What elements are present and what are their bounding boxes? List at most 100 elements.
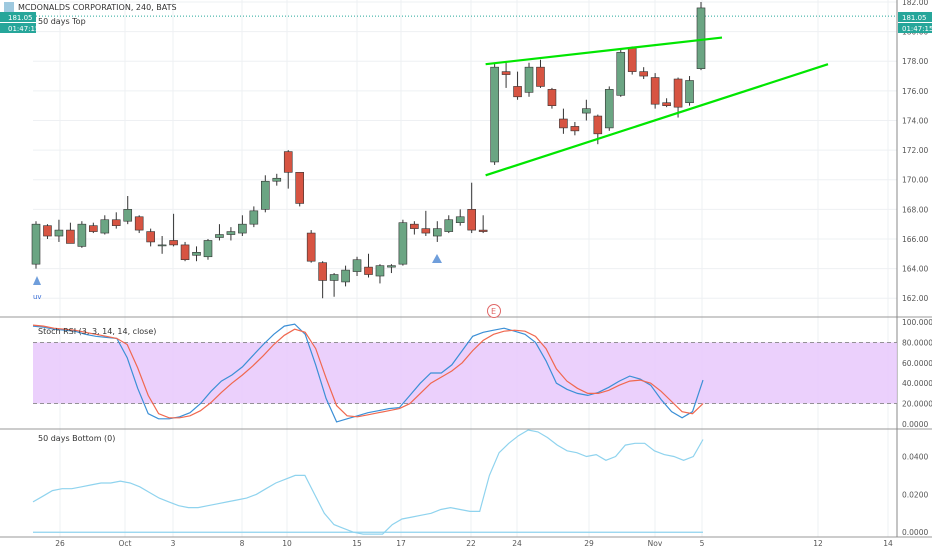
right-price-badge: [898, 12, 932, 22]
time-tick-label: 12: [813, 539, 823, 548]
candle-body: [134, 216, 144, 231]
stoch-tick-label: 60.0000: [902, 359, 932, 368]
bottom-series-line: [32, 429, 704, 535]
symbol-icon: [4, 2, 14, 12]
candle-body: [616, 52, 626, 96]
candle-body: [387, 265, 396, 268]
price-tick-label: 170.00: [902, 176, 928, 185]
candle-body: [329, 274, 339, 281]
right-time-text: 01:47:15: [902, 25, 932, 33]
candle-body: [604, 89, 614, 129]
price-tick-label: 168.00: [902, 205, 928, 214]
candle-body: [111, 219, 121, 226]
stoch-tick-label: 20.0000: [902, 400, 932, 409]
candle-body: [226, 231, 236, 235]
candle-body: [513, 86, 522, 98]
candle-body: [306, 232, 316, 262]
candle-body: [157, 244, 167, 247]
earnings-letter: E: [491, 307, 496, 316]
stoch-rsi-pane: [32, 323, 897, 423]
candle-body: [421, 228, 431, 234]
price-tick-label: 164.00: [902, 265, 928, 274]
time-tick-label: 15: [352, 539, 362, 548]
candle-body: [410, 223, 419, 229]
candle-body: [352, 259, 362, 272]
candle-body: [501, 71, 511, 75]
bottom-tick-label: 0.0400: [902, 453, 928, 462]
price-axis: 182.00180.00178.00176.00174.00172.00170.…: [902, 0, 932, 537]
time-tick-label: 17: [396, 539, 406, 548]
time-tick-label: 22: [466, 539, 476, 548]
candle-body: [467, 209, 476, 231]
stoch-d-line: [32, 324, 704, 419]
candle-body: [490, 66, 499, 163]
left-price-badge: [0, 12, 36, 22]
time-tick-label: 3: [171, 539, 176, 548]
price-tick-label: 178.00: [902, 57, 928, 66]
lower-trendline: [485, 63, 829, 177]
candle-body: [650, 77, 660, 105]
candle-body: [432, 228, 442, 237]
upper-trendline: [485, 36, 723, 66]
candle-body: [627, 47, 637, 72]
bottom-label: 50 days Bottom (0): [38, 434, 115, 443]
candle-body: [180, 244, 190, 261]
candle-body: [673, 78, 683, 108]
price-tick-label: 172.00: [902, 146, 928, 155]
candle-body: [100, 219, 110, 234]
candle-body: [639, 71, 648, 77]
candle-body: [341, 269, 350, 283]
time-tick-label: 29: [584, 539, 594, 548]
right-time-badge: [898, 23, 932, 33]
stoch-tick-label: 100.0000: [902, 318, 932, 327]
price-candles: [31, 2, 706, 299]
stoch-tick-label: 40.0000: [902, 379, 932, 388]
candle-body: [215, 234, 224, 238]
trendlines: [485, 36, 829, 177]
candle-body: [398, 222, 408, 265]
candle-body: [31, 223, 41, 265]
candle-body: [66, 229, 75, 244]
left-price-text: 181.05: [8, 14, 33, 22]
candle-body: [295, 172, 305, 204]
candle-body: [146, 231, 155, 243]
stoch-band: [33, 342, 897, 404]
price-tick-label: 182.00: [902, 0, 928, 7]
candle-body: [77, 223, 87, 247]
candle-body: [238, 223, 247, 234]
candle-body: [89, 225, 98, 232]
right-price-text: 181.05: [902, 14, 927, 22]
time-tick-label: 26: [55, 539, 65, 548]
candle-body: [696, 7, 706, 69]
bottom-indicator-pane: [32, 429, 704, 535]
time-tick-label: 8: [240, 539, 245, 548]
top-indicator-label: 50 days Top: [38, 17, 86, 26]
candle-body: [582, 108, 591, 114]
candle-body: [444, 219, 454, 232]
price-tick-label: 174.00: [902, 116, 928, 125]
stoch-k-line: [32, 323, 704, 423]
left-time-text: 01:47:15: [8, 25, 39, 33]
candle-body: [261, 180, 270, 210]
price-tick-label: 162.00: [902, 294, 928, 303]
time-axis: 26 Oct 3 8 10 15 17 22 24 29 Nov 5 12 14: [55, 539, 893, 548]
candle-body: [547, 89, 557, 106]
candle-body: [283, 151, 293, 173]
candle-body: [536, 66, 545, 87]
candle-body: [559, 118, 568, 129]
time-tick-label: Nov: [648, 539, 663, 548]
time-tick-label: Oct: [119, 539, 132, 548]
time-tick-label: 14: [883, 539, 893, 548]
buy-arrow-marker-2: [432, 254, 442, 263]
candle-body: [123, 209, 133, 222]
candle-body: [478, 229, 488, 232]
candle-body: [570, 126, 580, 132]
candle-body: [524, 66, 534, 93]
uv-label: uv: [33, 293, 42, 301]
earnings-icon[interactable]: [487, 304, 501, 318]
candle-body: [593, 115, 603, 135]
price-tick-label: 166.00: [902, 235, 928, 244]
buy-arrow-marker: [33, 276, 41, 285]
candle-body: [455, 216, 465, 223]
